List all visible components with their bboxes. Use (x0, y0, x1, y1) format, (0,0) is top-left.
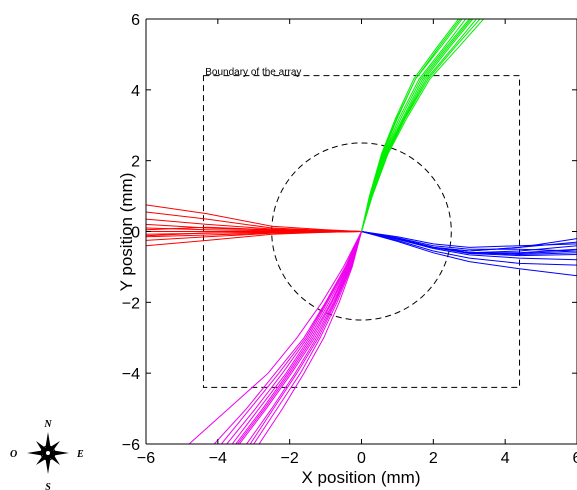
trajectory-line (361, 231, 577, 277)
trajectory-line (361, 231, 577, 266)
series-group-3 (188, 231, 362, 444)
x-tick-label: −6 (137, 450, 155, 467)
trajectory-line (237, 231, 362, 444)
trajectory-line (226, 231, 362, 444)
series-group-2 (361, 19, 484, 232)
x-tick-label: 2 (429, 450, 438, 467)
trajectory-line (246, 231, 362, 444)
trajectory-line (221, 231, 362, 444)
trajectory-line (361, 19, 461, 232)
plot-data-layer (146, 19, 577, 444)
reference-circle (271, 142, 452, 321)
trajectory-line (258, 231, 362, 444)
compass-east-label: E (76, 449, 84, 460)
trajectory-line (146, 226, 362, 232)
trajectory-line (361, 231, 577, 257)
y-tick-label: 4 (131, 83, 140, 100)
trajectory-line (235, 231, 362, 444)
compass-west-label: O (10, 449, 17, 460)
trajectory-line (361, 19, 459, 232)
reference-shapes (202, 75, 521, 388)
compass-ring-icon (40, 445, 56, 461)
compass-rose-icon: N S E O (10, 419, 84, 490)
trajectory-line (361, 19, 481, 232)
boundary-annotation: Boundary of the array (205, 67, 301, 78)
x-tick-label: 0 (357, 450, 366, 467)
x-tick-label: 6 (573, 450, 577, 467)
compass-south-label: S (45, 482, 51, 490)
series-group-1 (361, 231, 577, 277)
series-group-0 (146, 204, 362, 247)
array-boundary-square (202, 75, 521, 388)
trajectory-line (146, 231, 362, 237)
trajectory-line (239, 231, 362, 444)
trajectory-line (188, 231, 362, 444)
y-tick-label: 2 (131, 154, 140, 171)
trajectory-line (361, 231, 577, 261)
compass-north-label: N (43, 419, 52, 430)
trajectory-line (249, 231, 362, 444)
trajectory-line (253, 231, 362, 444)
trajectory-line (361, 231, 577, 248)
y-tick-label: 6 (131, 12, 140, 29)
y-axis-label: Y position (mm) (117, 173, 136, 292)
x-axis-label: X position (mm) (301, 468, 420, 487)
trajectory-series (146, 19, 577, 444)
trajectory-line (361, 231, 577, 252)
trajectory-line (231, 231, 362, 444)
y-tick-label: −2 (122, 295, 140, 312)
x-tick-label: 4 (501, 450, 510, 467)
x-tick-label: −4 (209, 450, 227, 467)
y-tick-label: −4 (122, 366, 140, 383)
x-tick-label: −2 (281, 450, 299, 467)
compass-center-icon (46, 451, 50, 455)
y-tick-label: −6 (122, 437, 140, 454)
y-tick-label: 0 (131, 225, 140, 242)
axis-ticks: −6 −4 −2 0 2 4 6 −6 −4 −2 0 2 4 6 (122, 12, 577, 467)
